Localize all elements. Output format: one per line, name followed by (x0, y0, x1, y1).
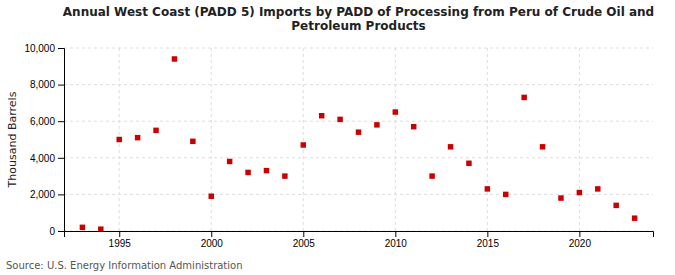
point (448, 144, 453, 149)
y-tick: 6,000 (30, 116, 64, 127)
grid-line-x (303, 48, 304, 231)
point (319, 113, 324, 118)
point (503, 192, 508, 197)
y-tick: 0 (49, 226, 64, 237)
chart-svg: 1995 2000 2005 2010 2015 2020 0 2,000 4,000 6,000… (0, 0, 675, 275)
y-tick-mark (58, 158, 64, 159)
y-tick: 8,000 (30, 79, 64, 90)
x-tick-label: 2010 (385, 238, 408, 249)
plot-area: 1995 2000 2005 2010 2015 2020 0 2,000 4,000 6,000… (24, 43, 653, 249)
title-line: Annual West Coast (PADD 5) Imports by PA… (63, 5, 654, 19)
point (521, 95, 526, 100)
point (153, 128, 158, 133)
point (429, 173, 434, 178)
grid-line-y (64, 84, 653, 85)
x-tick-mark (303, 231, 304, 237)
x-tick: 2015 (477, 231, 500, 249)
point (245, 170, 250, 175)
source: Source: U.S. Energy Information Administ… (6, 260, 243, 271)
y-tick-label: 10,000 (24, 43, 55, 54)
x-axis-line (65, 232, 654, 238)
y-tick-mark (58, 85, 64, 86)
x-tick-mark (119, 231, 120, 237)
y-axis-line (58, 49, 65, 232)
grid-line-y (64, 194, 653, 195)
point (80, 225, 85, 230)
y-tick: 2,000 (30, 189, 64, 200)
x-tick-label: 2020 (569, 238, 592, 249)
chart-container: 1995 2000 2005 2010 2015 2020 0 2,000 4,000 6,000… (0, 0, 675, 275)
point (632, 215, 637, 220)
y-tick-label: 4,000 (30, 153, 55, 164)
point (411, 124, 416, 129)
point (393, 109, 398, 114)
grid-line-x (487, 48, 488, 231)
point (190, 139, 195, 144)
point (613, 203, 618, 208)
y-axis-title: Thousand Barrels (6, 91, 19, 188)
y-tick-label: 6,000 (30, 116, 55, 127)
x-tick: 1995 (109, 231, 132, 249)
grid-line-y (64, 157, 653, 158)
y-tick: 4,000 (30, 153, 64, 164)
x-tick-mark (395, 231, 396, 237)
point (98, 226, 103, 231)
y-tick-mark (58, 121, 64, 122)
point (577, 190, 582, 195)
y-tick: 10,000 (24, 43, 64, 54)
x-tick-mark (211, 231, 212, 237)
grid-line-y (64, 121, 653, 122)
title-line: Petroleum Products (291, 19, 425, 33)
x-tick: 2020 (569, 231, 592, 249)
point (135, 135, 140, 140)
y-tick-label: 0 (49, 226, 55, 237)
y-tick-label: 2,000 (30, 189, 55, 200)
point (282, 173, 287, 178)
point (264, 168, 269, 173)
x-tick-label: 2000 (201, 238, 224, 249)
point (558, 195, 563, 200)
point (540, 144, 545, 149)
x-tick-label: 2005 (293, 238, 316, 249)
y-tick-mark (58, 194, 64, 195)
y-tick-label: 8,000 (30, 79, 55, 90)
point (337, 117, 342, 122)
point (595, 186, 600, 191)
points (80, 56, 638, 231)
point (374, 122, 379, 127)
point (485, 186, 490, 191)
point (301, 142, 306, 147)
point (116, 137, 121, 142)
grid-line-y (64, 48, 653, 49)
grid (64, 48, 653, 231)
grid-line-x (395, 48, 396, 231)
point (466, 161, 471, 166)
point (172, 56, 177, 61)
point (209, 193, 214, 198)
x-tick-label: 1995 (109, 238, 132, 249)
x-tick: 2005 (293, 231, 316, 249)
x-tick-mark (487, 231, 488, 237)
x-axis: 1995 2000 2005 2010 2015 2020 (65, 231, 654, 249)
y-tick-mark (58, 231, 64, 232)
point (356, 129, 361, 134)
title: Annual West Coast (PADD 5) Imports by PA… (63, 5, 654, 33)
x-tick: 2010 (385, 231, 408, 249)
y-axis: 0 2,000 4,000 6,000 8,000 10,000 (24, 43, 64, 237)
grid-line-x (211, 48, 212, 231)
y-tick-mark (58, 48, 64, 49)
point (227, 159, 232, 164)
x-tick: 2000 (201, 231, 224, 249)
x-tick-mark (579, 231, 580, 237)
grid-line-x (579, 48, 580, 231)
x-tick-label: 2015 (477, 238, 500, 249)
